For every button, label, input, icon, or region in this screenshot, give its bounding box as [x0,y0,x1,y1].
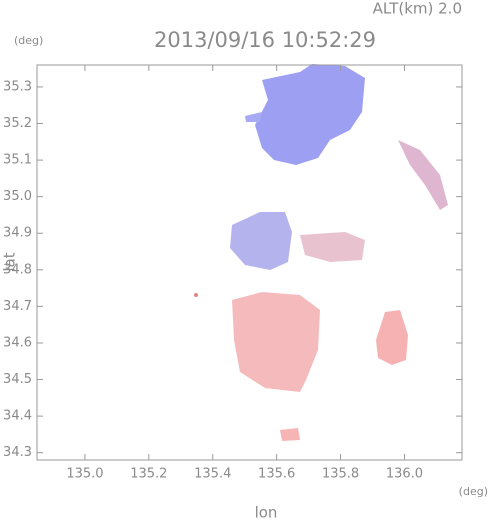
echo-blob [194,293,198,297]
x-tick-label: 136.0 [386,467,423,482]
chart-title: 2013/09/16 10:52:29 [154,28,376,52]
x-tick-label: 135.8 [322,467,359,482]
y-tick-label: 34.6 [3,335,32,350]
echo-blob [376,310,408,365]
y-unit: (deg) [14,34,43,47]
y-tick-label: 34.8 [3,262,32,277]
echo-blob [230,212,292,270]
y-tick-label: 34.3 [3,445,32,460]
y-axis-label: lat [1,252,19,271]
x-axis-label: lon [255,504,278,521]
plot-frame [36,64,463,461]
y-tick-label: 34.7 [3,299,32,314]
echo-blob [398,140,448,210]
echo-blob [280,428,300,441]
echo-blob [255,64,365,165]
y-tick-label: 34.5 [3,372,32,387]
echo-blob [245,112,262,122]
echo-blob [232,292,320,392]
x-tick-label: 135.6 [258,467,295,482]
y-tick-label: 34.4 [3,409,32,424]
altitude-label: ALT(km) 2.0 [373,0,462,18]
y-tick-label: 34.9 [3,226,32,241]
echo-blob [300,232,365,262]
x-tick-label: 135.0 [66,467,103,482]
y-tick-label: 35.3 [3,79,32,94]
x-tick-label: 135.2 [130,467,167,482]
x-unit: (deg) [459,485,488,498]
x-tick-label: 135.4 [194,467,231,482]
echoes [194,64,448,441]
y-tick-label: 35.1 [3,153,32,168]
y-tick-label: 35.0 [3,189,32,204]
y-tick-label: 35.2 [3,116,32,131]
